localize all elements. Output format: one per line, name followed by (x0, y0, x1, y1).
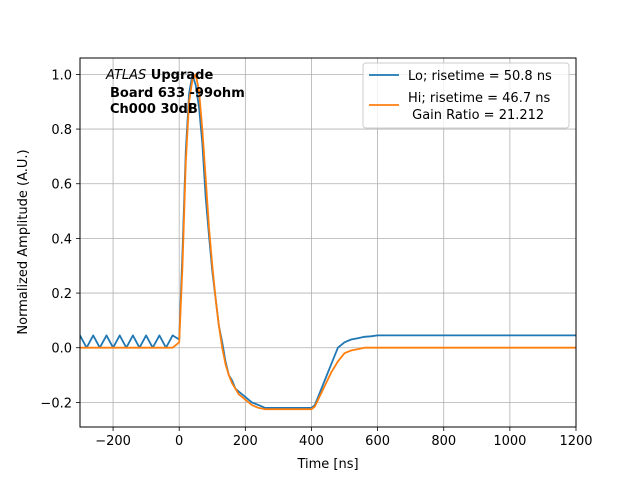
x-tick-label: 200 (233, 434, 258, 449)
y-tick-label: 0.4 (51, 232, 72, 247)
legend-box (362, 62, 570, 129)
series-group (79, 73, 576, 411)
annotation-upgrade: Upgrade (146, 68, 213, 83)
y-tick-label: 0.2 (51, 287, 72, 302)
y-tick-label: 0.8 (51, 123, 72, 138)
annotation-channel: Ch000 30dB (110, 102, 198, 117)
x-tick-label: 0 (175, 434, 183, 449)
x-tick-label: 1200 (559, 434, 592, 449)
annotation-board: Board 633 -99ohm (110, 86, 245, 101)
series-line-hi (80, 73, 576, 411)
x-tick-label: 1000 (493, 434, 526, 449)
svg-text:ATLAS Upgrade: ATLAS Upgrade (105, 68, 213, 83)
legend-label-hi-line2: Gain Ratio = 21.212 (408, 108, 544, 123)
y-tick-label: −0.2 (40, 396, 72, 411)
svg-text:Hi; risetime = 46.7 ns: Hi; risetime = 46.7 ns Gain Ratio = 21.2… (408, 91, 554, 123)
x-tick-label: 800 (431, 434, 456, 449)
series-line-lo (79, 73, 576, 409)
legend-label-hi-line1: Hi; risetime = 46.7 ns (408, 91, 550, 106)
legend: Lo; risetime = 50.8 ns Hi; risetime = 46… (362, 62, 570, 129)
x-axis-label: Time [ns] (296, 457, 358, 472)
x-tick-label: −200 (95, 434, 131, 449)
x-tick-label: 600 (365, 434, 390, 449)
y-tick-label: 0.6 (51, 178, 72, 193)
annotation-atlas: ATLAS (105, 68, 146, 83)
axis-ticks: −200 0 200 400 600 800 1000 1200 −0.2 0.0 0.2 0.4 0.… (40, 68, 592, 449)
y-tick-label: 1.0 (51, 68, 72, 83)
x-tick-label: 400 (299, 434, 324, 449)
y-tick-label: 0.0 (51, 342, 72, 357)
legend-label-lo: Lo; risetime = 50.8 ns (408, 69, 552, 84)
plot-frame (79, 57, 577, 428)
y-axis-label: Normalized Amplitude (A.U.) (16, 149, 31, 334)
annotation: ATLAS Upgrade Board 633 -99ohm Ch000 30d… (105, 68, 245, 117)
